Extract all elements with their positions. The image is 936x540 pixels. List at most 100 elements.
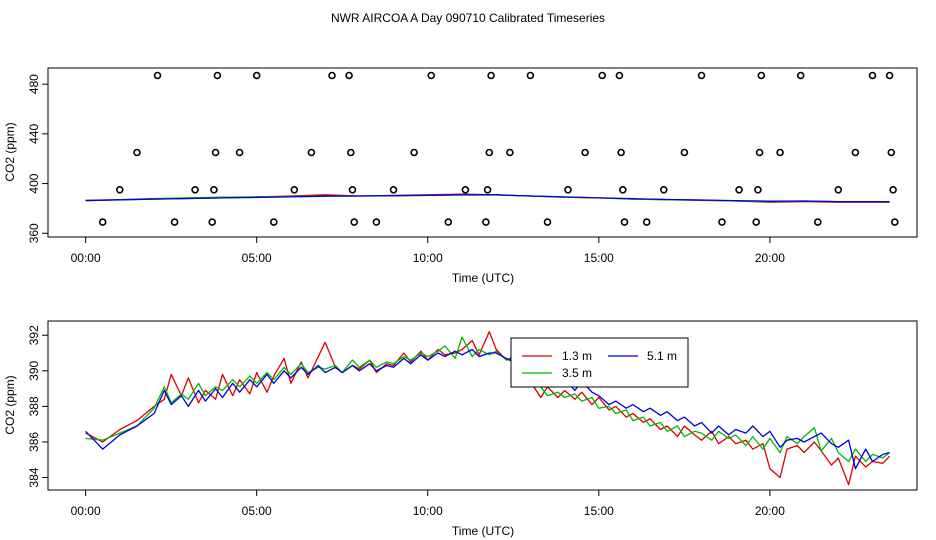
flagged-data-point [252,71,261,80]
flagged-data-point [526,71,535,80]
flagged-data-point [890,218,899,226]
top-series-group [85,193,890,203]
top-x-tick-label: 20:00 [755,251,785,265]
bottom-y-tick-label: 392 [27,325,41,345]
flagged-data-point [757,71,766,80]
flagged-data-point [680,148,689,157]
flagged-data-point [153,71,162,80]
flagged-data-point [834,186,843,194]
top-y-axis-label: CO2 (ppm) [3,122,17,181]
bottom-y-tick-label: 388 [27,396,41,416]
bottom-axes: 00:00 05:00 10:00 15:00 20:00 384 386 388 390 392 [27,325,785,518]
top-x-tick-label: 15:00 [584,251,614,265]
flagged-data-point [752,218,761,226]
flagged-data-point [620,218,629,226]
top-series-line-5-1-m [85,194,890,203]
chart-title: NWR AIRCOA A Day 090710 Calibrated Times… [331,11,605,25]
bottom-series-line-1-3-m [85,331,891,486]
flagged-data-point [348,186,357,194]
flagged-data-point [208,218,216,226]
bottom-y-axis-label: CO2 (ppm) [3,375,17,434]
flagged-data-point [506,148,514,157]
flagged-data-point [133,148,141,157]
flagged-data-point [346,148,355,157]
flagged-data-point [485,148,494,157]
flagged-data-point [444,218,453,226]
flagged-data-point [885,71,894,80]
flagged-data-point [851,148,860,157]
flagged-data-point [618,186,627,194]
flagged-data-point [290,186,299,194]
bottom-x-tick-label: 15:00 [584,504,614,518]
flagged-data-point [211,148,220,157]
flagged-data-point [328,71,336,80]
bottom-x-axis-label: Time (UTC) [452,524,514,538]
bottom-x-tick-label: 05:00 [242,504,272,518]
flagged-data-point [487,71,495,80]
bottom-series-line-5-1-m [85,348,890,470]
bottom-x-tick-label: 00:00 [71,504,101,518]
top-x-axis-label: Time (UTC) [452,271,514,285]
legend-label-3-5m: 3.5 m [562,366,592,380]
flagged-data-point [697,71,706,80]
flagged-data-point [813,218,822,226]
legend-label-5-1m: 5.1 m [647,349,677,363]
flagged-data-point [615,71,624,80]
flagged-data-point [235,148,244,157]
bottom-series-group [85,331,891,486]
legend-label-1-3m: 1.3 m [562,349,592,363]
flagged-data-point [642,218,651,226]
top-y-tick-label: 480 [27,74,41,94]
bottom-series-line-3-5-m [85,336,891,463]
flagged-data-point [868,71,877,80]
flagged-data-point [210,186,218,194]
legend: 1.3 m 3.5 m 5.1 m [510,337,689,388]
legend-box [510,337,689,388]
flagged-data-point [345,71,353,80]
flagged-data-point [581,148,589,157]
top-flagged-points [98,71,899,226]
flagged-data-point [483,186,492,194]
flagged-data-point [191,186,199,194]
bottom-y-tick-label: 390 [27,360,41,380]
flagged-data-point [754,186,762,194]
flagged-data-point [543,218,552,226]
flagged-data-point [755,148,764,157]
flagged-data-point [98,218,107,226]
top-y-tick-label: 360 [27,223,41,243]
flagged-data-point [889,186,897,194]
flagged-data-point [617,148,625,157]
flagged-data-point [887,148,896,157]
top-y-tick-label: 400 [27,173,41,193]
top-y-tick-label: 440 [27,124,41,144]
flagged-data-point [482,218,490,226]
bottom-y-tick-label: 384 [27,467,41,487]
flagged-data-point [350,218,359,226]
top-axes: 00:00 05:00 10:00 15:00 20:00 360 400 440 480 [27,74,785,265]
top-plot-frame [47,67,918,238]
flagged-data-point [735,186,743,194]
flagged-data-point [564,186,572,194]
flagged-data-point [307,148,316,157]
flagged-data-point [659,186,668,194]
flagged-data-point [461,186,470,194]
top-x-tick-label: 10:00 [413,251,443,265]
flagged-data-point [718,218,726,226]
bottom-panel: 00:00 05:00 10:00 15:00 20:00 384 386 388 390 392… [3,320,918,538]
flagged-data-point [410,148,418,157]
flagged-data-point [269,218,278,226]
bottom-x-tick-label: 20:00 [755,504,785,518]
bottom-y-tick-label: 386 [27,432,41,452]
flagged-data-point [776,148,784,157]
flagged-data-point [170,218,179,226]
flagged-data-point [598,71,607,80]
flagged-data-point [796,71,805,80]
bottom-x-tick-label: 10:00 [413,504,443,518]
flagged-data-point [213,71,222,80]
flagged-data-point [427,71,436,80]
flagged-data-point [116,186,124,194]
top-panel: 00:00 05:00 10:00 15:00 20:00 360 400 440 480 Ti… [3,67,918,285]
flagged-data-point [372,218,381,226]
top-x-tick-label: 05:00 [242,251,272,265]
